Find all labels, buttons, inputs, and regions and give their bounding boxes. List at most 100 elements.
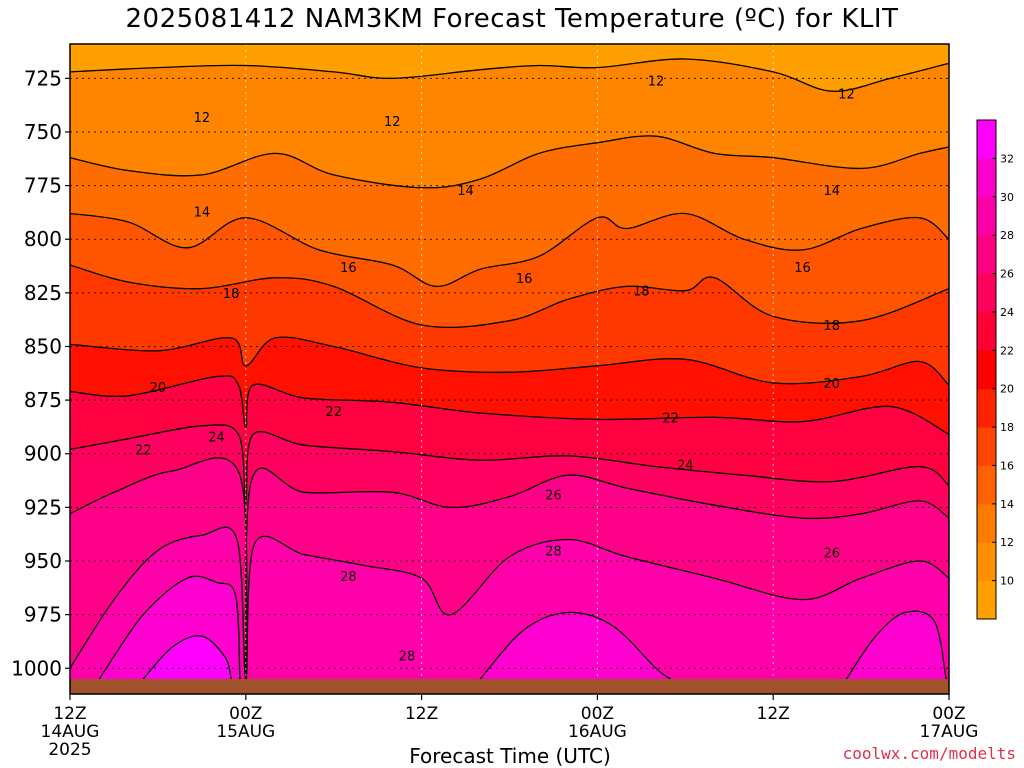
- colorbar-segment-12: [977, 120, 996, 159]
- isotherm-label-16-2-1: 16: [516, 272, 533, 287]
- colorbar-segment-9: [977, 235, 996, 275]
- isotherm-label-22-5-2: 22: [662, 411, 679, 426]
- isotherm-label-12-0-0: 12: [194, 111, 211, 126]
- isotherm-16-2: [70, 212, 949, 288]
- isotherm-32-12: [142, 635, 232, 680]
- isotherm-label-20-4-0: 20: [150, 381, 167, 396]
- colorbar-segment-10: [977, 196, 996, 236]
- isotherm-22-5: [70, 375, 949, 435]
- y-tick-label-900: 900: [24, 442, 62, 466]
- y-tick-label-800: 800: [24, 227, 62, 251]
- isotherm-label-28-8-2: 28: [399, 649, 416, 664]
- y-tick-label-775: 775: [24, 174, 62, 198]
- colorbar-label-30: 30: [1000, 191, 1014, 204]
- x-tick-year-0: 2025: [48, 740, 91, 760]
- colorbar-segment-4: [977, 427, 996, 466]
- isotherm-label-18-3-2: 18: [824, 319, 841, 334]
- fill-band-28-8: [70, 527, 949, 694]
- colorbar-label-22: 22: [1000, 344, 1014, 357]
- colorbar-label-18: 18: [1000, 421, 1014, 434]
- x-tick-label-12: 00Z: [229, 704, 262, 724]
- x-tick-label-36: 00Z: [581, 704, 614, 724]
- isotherm-label-28-8-1: 28: [545, 544, 562, 559]
- isotherm-label-24-6-1: 24: [677, 458, 694, 473]
- isotherm-label-24-6-0: 24: [208, 431, 225, 446]
- colorbar-segment-1: [977, 542, 996, 582]
- colorbar-label-14: 14: [1000, 498, 1014, 511]
- isotherm-label-26-7-1: 26: [824, 546, 841, 561]
- isotherm-18-3: [70, 264, 949, 329]
- x-tick-sublabel-36: 16AUG: [568, 722, 627, 742]
- colorbar-label-16: 16: [1000, 459, 1014, 472]
- colorbar-label-24: 24: [1000, 306, 1014, 319]
- isotherm-24-6: [70, 424, 949, 504]
- colorbar-segment-5: [977, 388, 996, 428]
- isotherm-label-20-4-1: 20: [824, 377, 841, 392]
- colorbar-segment-8: [977, 273, 996, 313]
- isotherm-20-4: [70, 336, 949, 386]
- y-tick-label-950: 950: [24, 549, 62, 573]
- y-tick-label-850: 850: [24, 334, 62, 358]
- isotherm-label-12-0-2: 12: [648, 74, 665, 89]
- fill-band-30-11: [846, 611, 947, 679]
- ground-layer: [70, 678, 949, 694]
- isotherm-label-26-7-0: 26: [545, 488, 562, 503]
- isotherm-label-14-1-0: 14: [194, 205, 211, 220]
- colorbar-label-28: 28: [1000, 229, 1014, 242]
- isotherm-label-18-3-0: 18: [223, 287, 240, 302]
- isotherm-30-9: [98, 575, 241, 680]
- x-tick-label-24: 12Z: [405, 704, 438, 724]
- colorbar-label-10: 10: [1000, 575, 1014, 588]
- colorbar-label-20: 20: [1000, 383, 1014, 396]
- colorbar-label-32: 32: [1000, 152, 1014, 165]
- y-tick-label-975: 975: [24, 603, 62, 627]
- y-axis: 725 750 775 800 825 850 875 900 925 950 975 1000: [11, 66, 70, 680]
- colorbar-label-12: 12: [1000, 536, 1014, 549]
- credit-text: coolwx.com/modelts: [842, 744, 1016, 763]
- isotherm-label-14-1-2: 14: [824, 184, 841, 199]
- isotherm-26-7: [70, 457, 949, 680]
- x-tick-sublabel-60: 17AUG: [920, 722, 979, 742]
- grid-layer: [70, 44, 949, 694]
- chart-title: 2025081412 NAM3KM Forecast Temperature (…: [125, 4, 899, 34]
- temperature-fill-layer: [70, 44, 949, 694]
- x-tick-label-48: 12Z: [757, 704, 790, 724]
- y-tick-label-1000: 1000: [11, 656, 62, 680]
- colorbar-segment-3: [977, 465, 996, 505]
- colorbar-segment-7: [977, 311, 996, 351]
- isotherm-label-16-2-2: 16: [794, 261, 811, 276]
- isotherm-12-0: [70, 58, 949, 92]
- isotherm-label-28-8-0: 28: [340, 570, 357, 585]
- plot-frame: [69, 43, 950, 695]
- x-tick-label-60: 00Z: [932, 704, 965, 724]
- isotherm-label-22-5-1: 22: [325, 405, 342, 420]
- x-axis-label: Forecast Time (UTC): [409, 744, 611, 768]
- isotherm-30-11: [845, 610, 947, 680]
- isotherm-label-12-0-3: 12: [838, 87, 855, 102]
- colorbar-segment-0: [977, 580, 996, 620]
- colorbar-frame: [976, 119, 997, 620]
- colorbar-label-26: 26: [1000, 268, 1014, 281]
- y-tick-label-750: 750: [24, 120, 62, 144]
- isotherm-label-14-1-1: 14: [457, 184, 474, 199]
- x-tick-sublabel-0: 14AUG: [41, 722, 100, 742]
- y-tick-label-925: 925: [24, 495, 62, 519]
- x-tick-label-0: 12Z: [53, 704, 86, 724]
- x-tick-sublabel-12: 15AUG: [216, 722, 275, 742]
- ground-strip: [70, 678, 949, 694]
- isotherm-label-22-5-0: 22: [135, 443, 152, 458]
- colorbar: 10 12 14 16 18 20 22 24 26 28 30 32: [976, 119, 1014, 620]
- isotherm-label-16-2-0: 16: [340, 261, 357, 276]
- colorbar-segment-2: [977, 503, 996, 543]
- y-tick-label-725: 725: [24, 66, 62, 90]
- isotherm-14-1: [70, 135, 949, 189]
- isotherm-label-18-3-1: 18: [633, 285, 650, 300]
- colorbar-segment-6: [977, 350, 996, 390]
- isotherm-label-12-0-1: 12: [384, 115, 401, 130]
- colorbar-segment-11: [977, 158, 996, 198]
- fill-band-30-10: [480, 612, 671, 679]
- isotherm-28-8: [70, 526, 949, 680]
- y-tick-label-825: 825: [24, 281, 62, 305]
